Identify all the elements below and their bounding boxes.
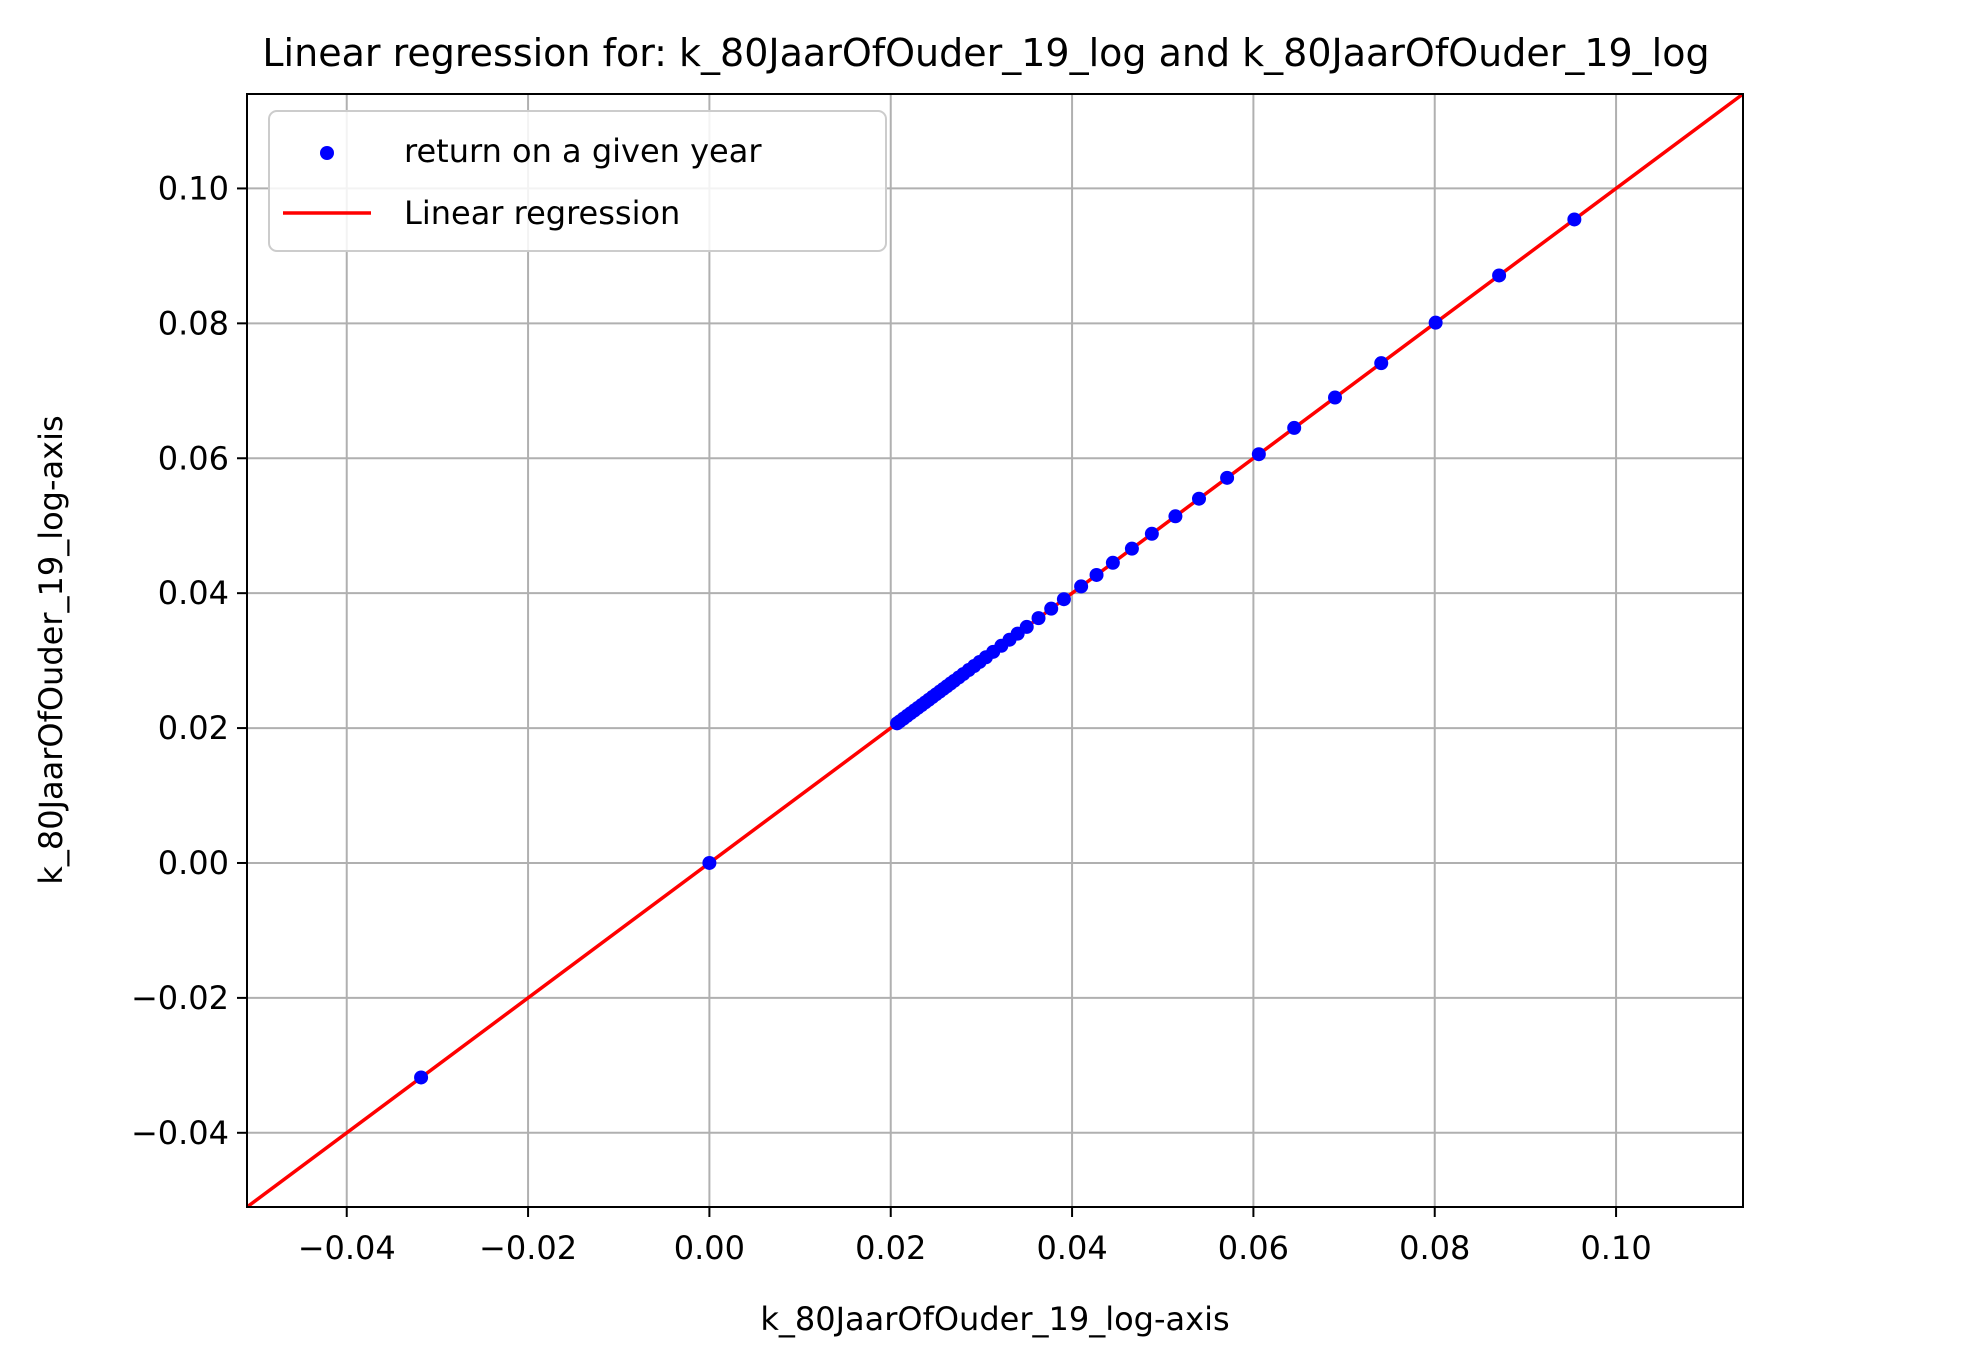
scatter-point <box>1074 579 1089 594</box>
scatter-point <box>1492 268 1507 283</box>
x-tick-label: −0.02 <box>479 1229 577 1267</box>
y-axis-ticks: −0.04 −0.02 0.00 0.02 0.04 0.06 0.08 0.10 <box>131 169 247 1152</box>
y-tick-label: −0.02 <box>131 979 229 1017</box>
y-tick-label: 0.08 <box>158 304 229 342</box>
scatter-point <box>1124 541 1139 556</box>
scatter-point <box>1428 315 1443 330</box>
x-tick-label: 0.10 <box>1580 1229 1651 1267</box>
scatter-point <box>702 855 717 870</box>
scatter-point <box>1089 567 1104 582</box>
plot-frame <box>246 93 1744 1208</box>
x-axis-ticks: −0.04 −0.02 0.00 0.02 0.04 0.06 0.08 0.10 <box>298 1207 1652 1267</box>
y-axis-label: k_80JaarOfOuder_19_log-axis <box>32 415 70 884</box>
scatter-point <box>1019 619 1034 634</box>
legend-box <box>268 110 887 252</box>
x-tick-label: 0.08 <box>1399 1229 1470 1267</box>
chart-title: Linear regression for: k_80JaarOfOuder_1… <box>262 31 1709 75</box>
legend-scatter-marker <box>320 146 334 160</box>
scatter-point <box>1044 601 1059 616</box>
scatter-point <box>1220 470 1235 485</box>
scatter-point <box>1567 212 1582 227</box>
y-tick-label: 0.10 <box>158 169 229 207</box>
scatter-point <box>1144 526 1159 541</box>
y-tick-label: 0.04 <box>158 574 229 612</box>
scatter-point <box>1105 555 1120 570</box>
scatter-point <box>1192 491 1206 506</box>
scatter-point <box>1168 509 1183 524</box>
scatter-point <box>1031 611 1046 626</box>
legend-label-regression: Linear regression <box>404 194 680 232</box>
x-tick-label: 0.04 <box>1036 1229 1107 1267</box>
x-tick-label: 0.06 <box>1218 1229 1289 1267</box>
y-tick-label: −0.04 <box>131 1114 229 1152</box>
x-tick-label: 0.02 <box>855 1229 926 1267</box>
x-axis-label: k_80JaarOfOuder_19_log-axis <box>760 1300 1229 1338</box>
y-tick-label: 0.02 <box>158 709 229 747</box>
x-tick-label: −0.04 <box>298 1229 396 1267</box>
scatter-point <box>1251 447 1266 462</box>
scatter-point <box>1374 356 1389 371</box>
y-tick-label: 0.00 <box>158 844 229 882</box>
scatter-point <box>1287 420 1302 435</box>
scatter-point <box>1328 390 1342 405</box>
y-tick-label: 0.06 <box>158 439 229 477</box>
scatter-point <box>1056 592 1071 607</box>
grid-lines <box>247 94 1743 1207</box>
legend: return on a given year Linear regression <box>268 110 887 252</box>
x-tick-label: 0.00 <box>674 1229 745 1267</box>
scatter-point <box>414 1070 429 1085</box>
legend-label-scatter: return on a given year <box>404 132 762 170</box>
scatter-points <box>414 212 1582 1085</box>
